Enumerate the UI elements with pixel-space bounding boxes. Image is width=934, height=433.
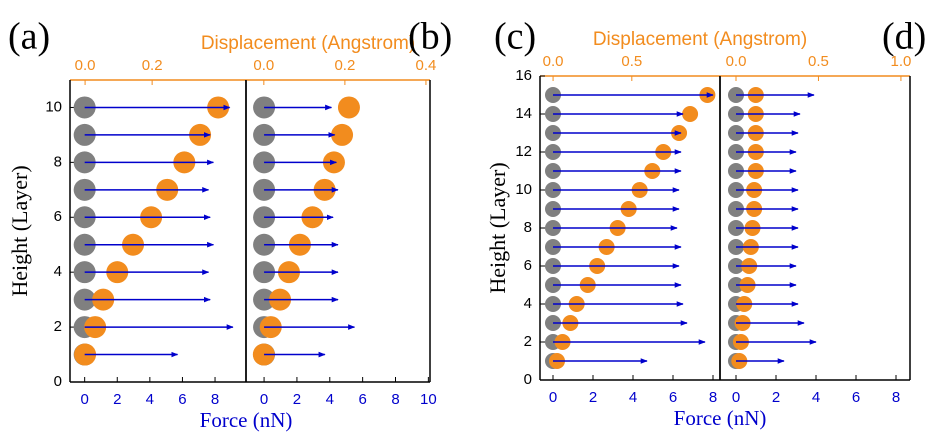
x-tick-label: 6 <box>852 389 860 406</box>
x-axis-title: Force (nN) <box>674 406 767 430</box>
x-tick-label: 4 <box>146 391 154 408</box>
x2-tick-label: 1.0 <box>890 53 911 70</box>
x-tick-label: 8 <box>391 391 399 408</box>
y-tick-label: 0 <box>54 373 62 390</box>
y-tick-label: 2 <box>54 318 62 335</box>
y-tick-label: 2 <box>524 333 532 350</box>
y-tick-label: 6 <box>524 257 532 274</box>
y-tick-label: 8 <box>524 219 532 236</box>
y-tick-label: 10 <box>45 98 62 115</box>
panel-label: (a) <box>8 16 50 58</box>
x-tick-label: 2 <box>113 391 121 408</box>
x2-tick-label: 0.4 <box>416 57 437 74</box>
x-tick-label: 0 <box>549 389 557 406</box>
x-tick-label: 0 <box>732 389 740 406</box>
x2-tick-label: 0.2 <box>142 57 163 74</box>
x-tick-label: 4 <box>326 391 334 408</box>
x-tick-label: 4 <box>629 389 637 406</box>
x-axis-title: Force (nN) <box>200 408 293 432</box>
y-tick-label: 0 <box>524 371 532 388</box>
displaced-atom <box>252 343 275 366</box>
x-tick-label: 0 <box>260 391 268 408</box>
x-tick-label: 6 <box>178 391 186 408</box>
x2-tick-label: 0.0 <box>543 53 564 70</box>
y-axis-title: Height (Layer) <box>485 162 510 293</box>
panel-label: (c) <box>494 16 536 58</box>
x-tick-label: 6 <box>669 389 677 406</box>
panel-label: (d) <box>882 16 926 58</box>
x-tick-label: 6 <box>358 391 366 408</box>
x-tick-label: 2 <box>772 389 780 406</box>
x-tick-label: 0 <box>80 391 88 408</box>
y-tick-label: 8 <box>54 153 62 170</box>
x-tick-label: 2 <box>589 389 597 406</box>
displaced-atom <box>682 106 699 122</box>
x2-tick-label: 0.2 <box>334 57 355 74</box>
x-tick-label: 2 <box>293 391 301 408</box>
x2-tick-label: 0.0 <box>726 53 747 70</box>
x-tick-label: 4 <box>812 389 820 406</box>
x2-tick-label: 0.0 <box>253 57 274 74</box>
y-tick-label: 12 <box>515 143 532 160</box>
y-tick-label: 4 <box>54 263 62 280</box>
y-tick-label: 10 <box>515 181 532 198</box>
x2-axis-title: Displacement (Angstrom) <box>593 29 807 50</box>
x-tick-label: 8 <box>892 389 900 406</box>
y-tick-label: 6 <box>54 208 62 225</box>
displaced-atom <box>331 123 354 146</box>
y-tick-label: 14 <box>515 105 532 122</box>
x-tick-label: 10 <box>420 391 437 408</box>
y-tick-label: 4 <box>524 295 532 312</box>
x2-tick-label: 0.5 <box>808 53 829 70</box>
displaced-atom <box>337 96 360 119</box>
x2-tick-label: 0.0 <box>75 57 96 74</box>
x2-tick-label: 0.5 <box>621 53 642 70</box>
y-tick-label: 16 <box>515 67 532 84</box>
x-tick-label: 8 <box>211 391 219 408</box>
y-axis-title: Height (Layer) <box>7 165 32 296</box>
x-tick-label: 8 <box>709 389 717 406</box>
panel-label: (b) <box>408 16 452 58</box>
x2-axis-title: Displacement (Angstrom) <box>201 33 415 54</box>
